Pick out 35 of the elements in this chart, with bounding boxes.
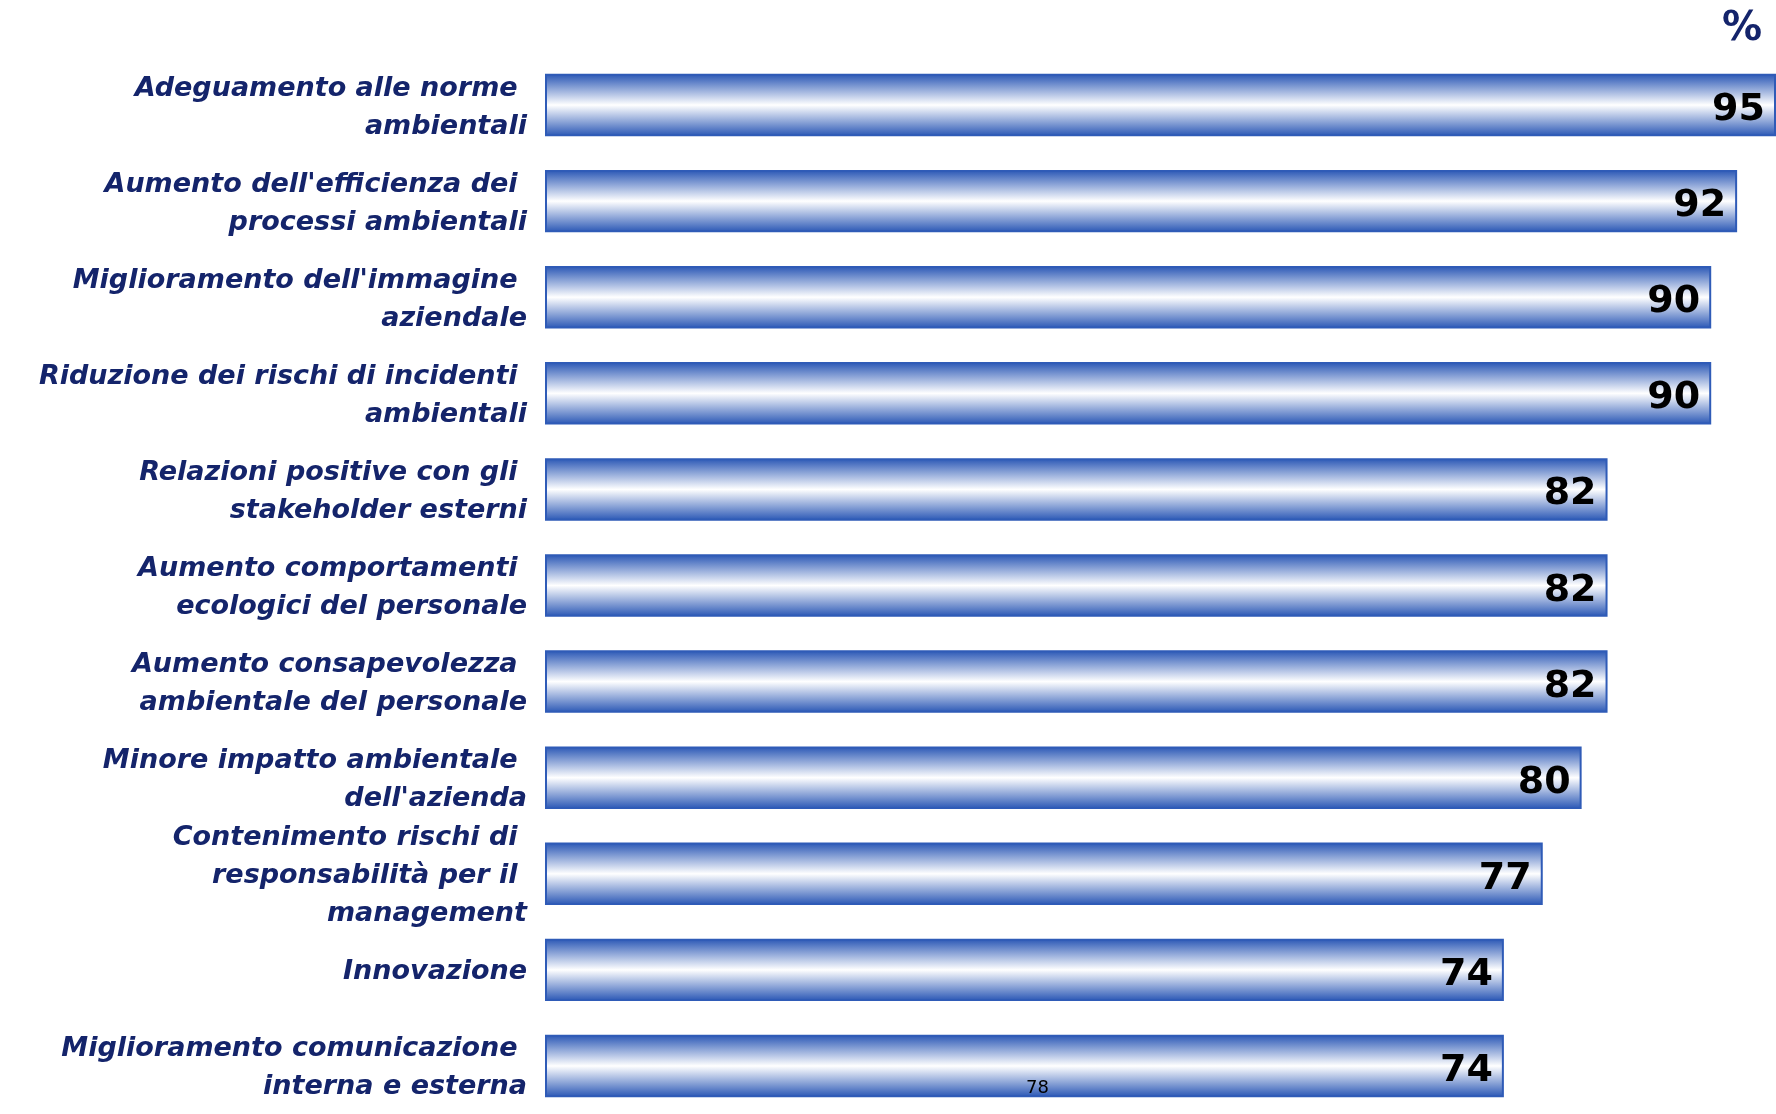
bar — [545, 362, 1712, 425]
y-tick-label: Miglioramento comunicazione interna e esterna — [61, 1031, 527, 1101]
data-label: 74 — [1439, 1045, 1493, 1090]
y-tick-label: Aumento consapevolezza ambientale del personale — [129, 647, 527, 717]
y-tick-label: Aumento dell'efficienza dei processi ambientali — [102, 166, 528, 236]
annotation: 78 — [1026, 1075, 1049, 1097]
bar — [545, 554, 1608, 617]
y-tick-label: Miglioramento dell'immagine aziendale — [72, 262, 527, 332]
bar — [545, 650, 1608, 713]
y-tick-label: Aumento comportamenti ecologici del personale — [136, 551, 527, 620]
y-tick-label: Contenimento rischi di responsabilità per il management — [172, 820, 529, 928]
y-tick-label: Riduzione dei rischi di incidenti ambientali — [38, 358, 528, 428]
data-label: 92 — [1673, 181, 1727, 226]
data-label: 90 — [1647, 277, 1701, 322]
data-label: 82 — [1543, 469, 1597, 514]
y-tick-label: Relazioni positive con gli stakeholder esterni — [139, 454, 528, 524]
bar — [545, 842, 1543, 905]
y-tick-label: Innovazione — [343, 954, 527, 986]
y-tick-label: Adeguamento alle norme ambientali — [132, 70, 528, 140]
data-label: 90 — [1647, 373, 1701, 418]
y-tick-label: Minore impatto ambientale dell'azienda — [102, 743, 527, 813]
text: % — [1721, 3, 1762, 49]
bar — [545, 1034, 1504, 1098]
data-label: 82 — [1543, 661, 1597, 706]
data-label: 77 — [1478, 853, 1532, 898]
data-label: 95 — [1712, 85, 1765, 130]
bar — [545, 938, 1504, 1002]
bar — [545, 169, 1738, 233]
data-label: 80 — [1517, 757, 1571, 802]
bar — [545, 266, 1712, 329]
data-label: 82 — [1543, 565, 1597, 610]
bar — [545, 458, 1608, 521]
bar — [545, 746, 1582, 809]
data-label: 74 — [1439, 949, 1493, 994]
bar — [545, 73, 1776, 137]
